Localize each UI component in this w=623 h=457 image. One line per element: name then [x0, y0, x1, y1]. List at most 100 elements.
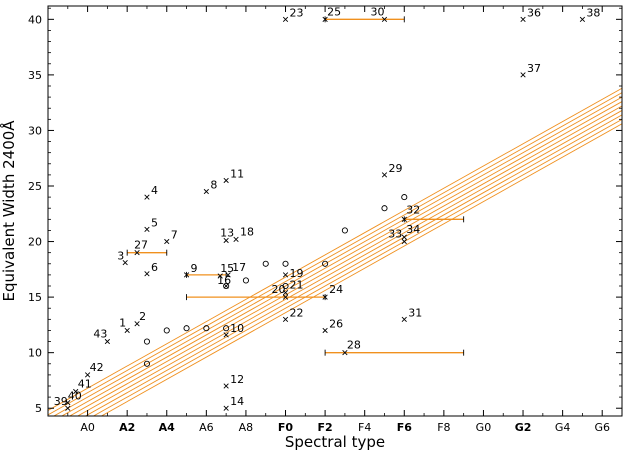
data-point-40: 40	[65, 390, 82, 406]
data-point-11: 11	[223, 167, 244, 184]
point-marker	[381, 172, 388, 178]
point-label: 40	[68, 390, 82, 403]
range-bar-4	[324, 349, 465, 356]
point-label: 16	[217, 274, 231, 287]
point-marker	[282, 294, 289, 300]
point-label: 12	[230, 373, 244, 386]
y-tick-label-5: 5	[35, 402, 42, 415]
data-point-36: 36	[520, 6, 541, 22]
point-marker	[144, 271, 150, 277]
x-tick-label-F6: F6	[397, 421, 413, 434]
x-tick-label-A0: A0	[80, 421, 95, 434]
y-tick-label-20: 20	[28, 236, 42, 249]
point-marker	[322, 294, 328, 300]
circle-point-6	[223, 282, 230, 290]
fit-line-8	[48, 87, 622, 411]
point-label: 8	[210, 179, 217, 192]
point-label: 4	[151, 184, 158, 197]
data-point-32: 32	[401, 203, 420, 222]
data-point-25: 25	[322, 5, 341, 22]
x-tick-label-F0: F0	[278, 421, 294, 434]
point-marker	[223, 177, 229, 184]
point-marker	[223, 405, 229, 411]
point-label: 26	[329, 317, 343, 330]
data-point-22: 22	[282, 306, 304, 322]
circle-point-7	[242, 277, 249, 284]
x-tick-label-G6: G6	[594, 421, 610, 434]
y-tick-label-10: 10	[28, 347, 42, 360]
data-point-20: 20	[272, 283, 289, 300]
point-label: 39	[54, 395, 68, 408]
point-marker	[223, 332, 229, 338]
data-point-1: 1	[119, 316, 130, 334]
point-marker	[124, 327, 130, 334]
x-tick-label-A6: A6	[199, 421, 214, 434]
point-label: 37	[527, 62, 541, 75]
data-point-16: 16	[217, 274, 231, 289]
point-label: 2	[139, 310, 146, 323]
fit-line-0	[100, 123, 622, 416]
x-tick-label-G0: G0	[476, 421, 492, 434]
circle-point-11	[322, 260, 329, 267]
point-marker	[223, 237, 229, 244]
data-point-7: 7	[164, 229, 178, 245]
y-tick-label-35: 35	[28, 69, 42, 82]
x-tick-label-A4: A4	[159, 421, 176, 434]
circle-point-12	[341, 227, 348, 234]
data-point-19: 19	[282, 267, 304, 280]
point-marker	[401, 238, 407, 245]
data-point-9: 9	[183, 262, 198, 278]
y-tick-label-15: 15	[28, 291, 42, 304]
data-point-26: 26	[322, 317, 343, 334]
circle-point-1	[143, 338, 151, 345]
point-label: 1	[119, 316, 126, 329]
point-label: 27	[134, 239, 148, 252]
point-label: 22	[290, 306, 304, 319]
point-label: 3	[117, 250, 124, 263]
point-label: 13	[220, 226, 234, 239]
point-label: 20	[272, 283, 286, 296]
y-tick-label-30: 30	[28, 124, 42, 137]
point-label: 38	[586, 6, 600, 19]
circle-point-5	[223, 325, 230, 332]
point-marker	[164, 238, 170, 245]
point-marker	[134, 250, 140, 256]
data-point-8: 8	[203, 179, 217, 195]
y-tick-label-25: 25	[28, 180, 42, 193]
point-marker	[183, 272, 190, 278]
fit-line-1	[92, 118, 622, 416]
point-label: 18	[240, 225, 254, 238]
point-label: 17	[232, 261, 246, 274]
point-label: 6	[151, 261, 158, 274]
data-point-33: 33	[388, 228, 407, 245]
point-marker	[282, 16, 289, 22]
data-point-17: 17	[225, 261, 246, 278]
point-label: 24	[329, 283, 343, 296]
data-point-28: 28	[342, 339, 361, 356]
data-point-6: 6	[144, 261, 158, 277]
circle-point-14	[401, 194, 408, 201]
point-label: 9	[191, 262, 198, 275]
data-point-27: 27	[134, 239, 148, 256]
fit-band	[48, 87, 622, 416]
data-point-38: 38	[579, 6, 600, 22]
point-marker	[579, 16, 586, 22]
point-marker	[223, 383, 229, 389]
point-marker	[322, 327, 328, 334]
point-marker	[520, 72, 526, 78]
point-marker	[401, 316, 407, 322]
circle-point-9	[282, 260, 289, 267]
circle-point-10	[282, 282, 289, 290]
point-marker	[203, 188, 209, 195]
x-tick-label-G2: G2	[515, 421, 532, 434]
data-point-5: 5	[144, 216, 158, 232]
data-point-10: 10	[223, 322, 244, 338]
data-point-21: 21	[282, 279, 304, 296]
data-point-23: 23	[282, 6, 304, 22]
point-label: 7	[171, 229, 178, 242]
range-bar-0	[126, 249, 168, 256]
y-axis-title: Equivalent Width 2400Å	[0, 120, 18, 302]
